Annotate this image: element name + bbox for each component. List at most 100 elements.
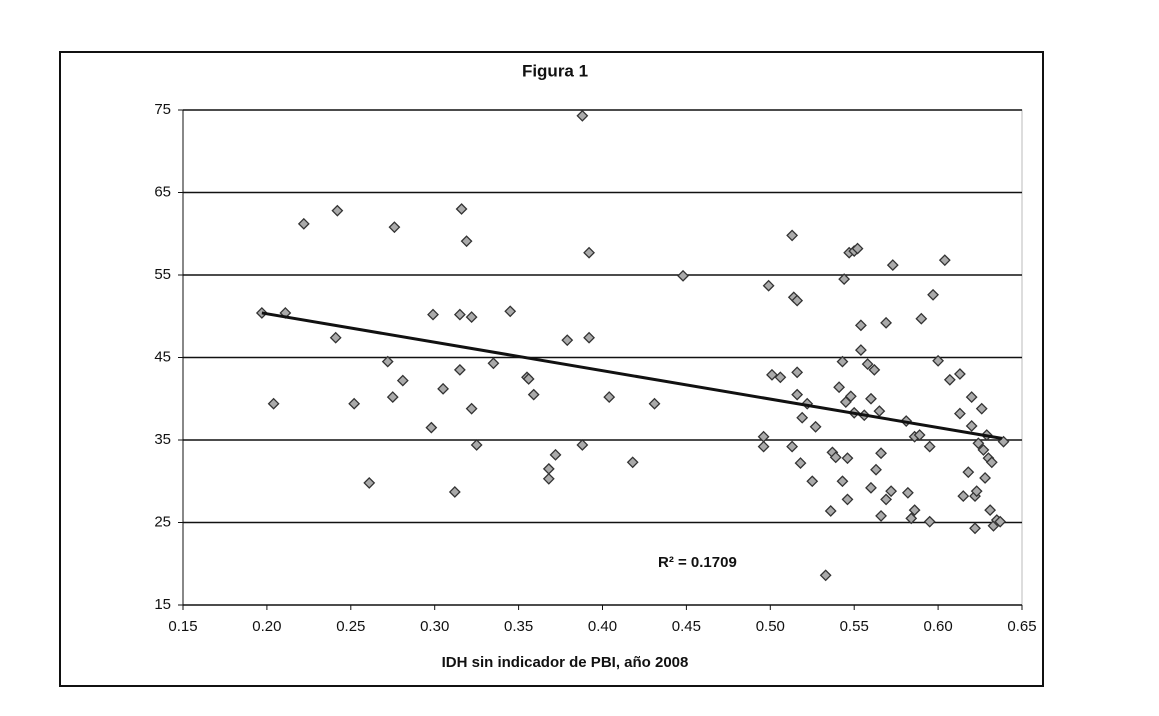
scatter-point [527,388,540,401]
scatter-point [923,440,936,453]
x-tick-label: 0.50 [756,618,785,635]
scatter-point [329,331,342,344]
x-tick-label: 0.45 [672,618,701,635]
scatter-point [979,472,992,484]
scatter-point [455,203,468,215]
scatter-point [809,420,822,433]
scatter-point [774,371,787,384]
scatter-point [806,475,819,488]
scatter-point [791,388,804,401]
scatter-point [542,472,555,485]
x-tick-label: 0.35 [504,618,533,635]
scatter-point [885,485,898,498]
scatter-point [453,308,466,321]
scatter-point [865,392,877,405]
scatter-point [969,522,981,535]
chart-frame [59,51,1044,687]
scatter-point [297,217,310,230]
x-axis-label: IDH sin indicador de PBI, año 2008 [442,654,689,671]
scatter-point [870,463,882,476]
scatter-point [470,439,483,451]
y-tick-label: 75 [154,101,171,118]
scatter-point [561,334,574,347]
trendline [261,311,1003,440]
scatter-point [861,358,874,371]
scatter-point [824,505,837,517]
y-tick-label: 55 [154,266,171,283]
scatter-point [757,440,770,453]
x-tick-label: 0.25 [336,618,365,635]
scatter-point [786,229,799,242]
scatter-point [844,390,857,403]
y-tick-label: 35 [154,431,171,448]
scatter-point [829,451,842,464]
scatter-point [957,490,970,503]
x-tick-label: 0.65 [1007,618,1036,635]
x-tick-label: 0.60 [923,618,952,635]
scatter-point [886,259,899,272]
scatter-point [487,357,500,370]
scatter-point [677,269,689,282]
scatter-point [962,466,975,479]
scatter-point [841,493,854,506]
scatter-point [970,485,983,498]
scatter-point [626,456,639,469]
scatter-point [504,305,517,318]
x-tick-label: 0.30 [420,618,449,635]
scatter-point [836,355,849,368]
scatter-point [833,381,846,394]
scatter-point [576,439,589,451]
scatter-point [875,447,887,460]
y-tick-label: 45 [154,348,171,365]
annotation: R² = 0.1709 [658,554,737,571]
scatter-point [977,443,990,456]
scatter-point [388,221,401,234]
scatter-point [460,235,473,248]
x-tick-label: 0.15 [168,618,197,635]
scatter-point [348,397,361,410]
scatter-point [448,486,461,498]
scatter-point [381,355,394,368]
scatter-point [542,462,555,475]
scatter-point [997,435,1010,448]
scatter-point [953,368,966,380]
scatter-point [875,509,887,522]
scatter-point [913,429,926,441]
scatter-point [331,204,344,217]
scatter-point [267,397,280,410]
x-tick-label: 0.40 [588,618,617,635]
scatter-point [603,391,616,404]
scatter-point [583,331,595,344]
scatter-point [851,242,864,255]
scatter-point [648,397,661,410]
scatter-point [953,407,966,420]
scatter-point [873,405,886,418]
scatter-point [819,569,832,582]
scatter-point [791,294,804,307]
scatter-point [363,476,376,489]
scatter-point [932,354,945,367]
y-tick-label: 25 [154,513,171,530]
scatter-point [465,311,478,323]
scatter-point [865,481,877,494]
scatter-point [465,402,478,415]
scatter-point [583,246,595,259]
scatter-point [994,515,1007,528]
scatter-point [786,440,799,453]
scatter-point [965,391,978,404]
chart-title: Figura 1 [522,61,588,80]
scatter-point [908,504,921,517]
y-tick-label: 65 [154,183,171,200]
scatter-point [396,374,409,387]
scatter-point [975,402,988,415]
scatter-point [923,515,936,528]
scatter-point [762,279,775,292]
scatter-point [522,373,535,385]
scatter-point [549,448,562,461]
scatter-point [880,316,893,329]
y-tick-label: 15 [154,596,171,613]
scatter-point [854,319,867,332]
scatter-point [854,344,867,356]
scatter-point [794,457,807,470]
